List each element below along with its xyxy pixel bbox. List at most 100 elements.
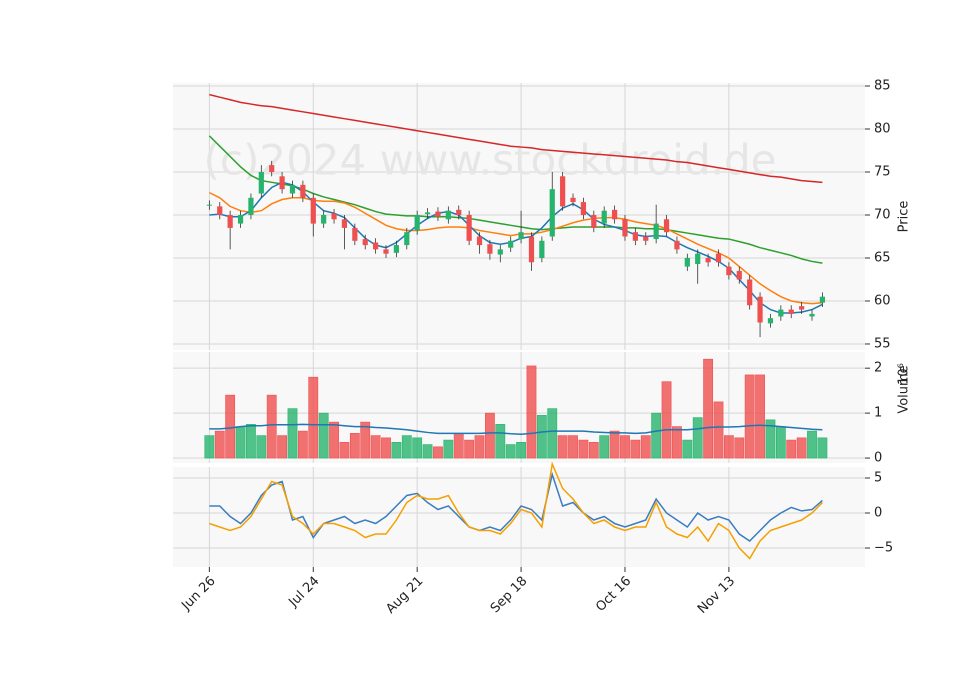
candle-body: [653, 223, 659, 240]
y-tick-label: −5: [874, 541, 893, 556]
volume-bar: [723, 435, 734, 459]
y-tick-label: 85: [874, 79, 891, 94]
candle-body: [258, 172, 264, 194]
candle-body: [341, 219, 348, 228]
panel-background: [173, 467, 865, 567]
candle-body: [767, 318, 774, 324]
x-tick-label: Jul 24: [286, 574, 323, 611]
candle-body: [549, 189, 555, 237]
candle-body: [508, 240, 514, 248]
candle-body: [663, 219, 670, 233]
volume-bar: [308, 376, 319, 459]
volume-bar: [360, 421, 371, 459]
volume-bar: [578, 439, 589, 459]
line: [209, 461, 823, 560]
candle-body: [580, 202, 587, 215]
candle-body: [809, 313, 815, 317]
candle-body: [539, 240, 545, 258]
volume-bar: [682, 439, 693, 459]
volume-bar: [651, 412, 662, 459]
volume-bar: [381, 437, 391, 459]
volume-bar: [225, 394, 236, 459]
volume-bar: [246, 424, 256, 459]
volume-bar: [204, 435, 215, 459]
candle-body: [237, 214, 244, 224]
candle-body: [321, 214, 327, 224]
volume-bar: [609, 430, 620, 459]
y-tick-label: 55: [874, 336, 891, 351]
volume-bar: [796, 437, 807, 459]
candle-body: [528, 236, 535, 263]
candle-body: [217, 206, 223, 215]
volume-bar: [630, 439, 641, 459]
candle-body: [383, 249, 389, 254]
candle-body: [404, 232, 410, 246]
volume-bar: [349, 433, 360, 459]
candle-body: [674, 240, 680, 250]
x-tick-label: Sep 18: [488, 574, 531, 617]
volume-bar: [495, 424, 506, 459]
candle-body: [747, 279, 753, 306]
x-tick-label: Aug 21: [383, 574, 426, 617]
candle-body: [643, 236, 649, 241]
volume-bar: [329, 421, 339, 459]
volume-bar: [422, 444, 433, 459]
volume-bar: [807, 430, 817, 459]
x-tick-label: Oct 16: [593, 574, 634, 615]
candle-body: [695, 253, 701, 265]
volume-bar: [734, 437, 745, 459]
volume-bar: [433, 446, 443, 459]
volume-bar: [703, 358, 714, 459]
candle-body: [611, 209, 618, 220]
y-tick-label: 2: [874, 361, 882, 376]
candle-body: [352, 227, 358, 241]
volume-bar: [256, 435, 267, 459]
volume-bar: [453, 433, 464, 459]
volume-bar: [370, 435, 381, 459]
volume-bar: [297, 430, 308, 459]
volume-bar: [640, 435, 651, 459]
y-axis-label: Price: [897, 201, 912, 233]
volume-bar: [287, 408, 298, 459]
candle-body: [788, 309, 794, 314]
candle-body: [757, 296, 763, 323]
volume-bar: [391, 442, 402, 459]
candle-body: [518, 232, 524, 240]
volume-bar: [557, 435, 568, 459]
y-tick-label: 0: [874, 451, 882, 466]
volume-bar: [588, 442, 599, 459]
volume-bar: [599, 435, 610, 459]
candle-body: [476, 236, 483, 246]
line: [209, 423, 823, 435]
candle-body: [269, 165, 275, 172]
candle-body: [414, 214, 420, 231]
candle-body: [331, 213, 337, 220]
y-tick-label: 75: [874, 165, 891, 180]
candle-body: [736, 270, 742, 280]
volume-bar: [744, 374, 755, 459]
volume-bar: [568, 435, 578, 459]
volume-bar: [485, 412, 495, 459]
volume-bar: [692, 417, 703, 459]
volume-bar: [474, 435, 485, 459]
candle-body: [248, 197, 254, 215]
y-tick-label: 60: [874, 293, 891, 308]
candle-body: [778, 309, 784, 317]
volume-bar: [661, 381, 672, 459]
candle-body: [819, 296, 825, 303]
candle-body: [445, 210, 451, 220]
candle-body: [393, 245, 399, 253]
volume-bar: [266, 394, 277, 459]
candle-body: [560, 176, 566, 207]
volume-bar: [339, 442, 350, 459]
line: [208, 135, 823, 264]
candle-body: [227, 214, 233, 228]
volume-bar: [401, 435, 412, 459]
candle-body: [715, 253, 722, 263]
volume-bar: [775, 426, 786, 459]
y-axis-label: Volume: [897, 365, 912, 413]
watermark: (c)2024 www.stockdroid.de: [204, 136, 777, 185]
volume-bar: [318, 412, 329, 459]
line: [209, 471, 823, 542]
volume-bar: [277, 435, 287, 459]
